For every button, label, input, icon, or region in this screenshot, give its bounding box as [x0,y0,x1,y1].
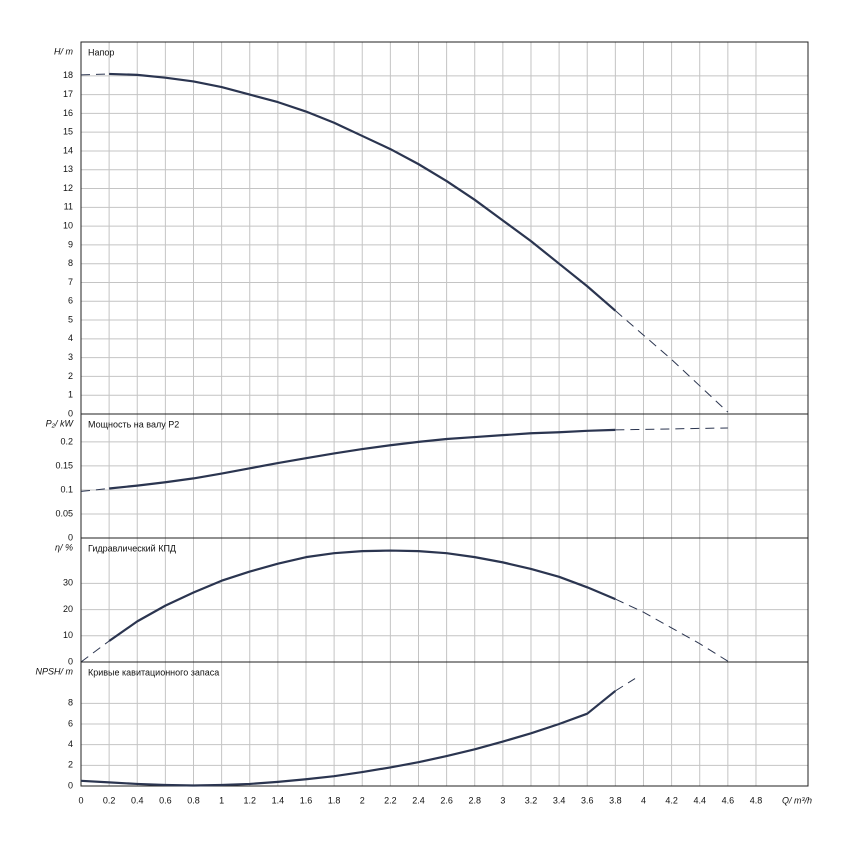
y-tick-label: 11 [64,202,73,212]
y-axis-label: η/ % [55,542,73,552]
y-tick-label: 6 [68,296,73,306]
x-tick-label: 0.6 [159,795,172,805]
y-axis-label: P₂/ kW [46,418,75,428]
y-tick-label: 6 [68,718,73,728]
y-tick-label: 2 [68,371,73,381]
x-tick-label: 3.4 [553,795,566,805]
x-tick-label: 2 [360,795,365,805]
x-tick-label: 3.6 [581,795,594,805]
x-tick-label: 4.8 [750,795,763,805]
y-tick-label: 10 [63,220,73,230]
y-tick-label: 8 [68,258,73,268]
y-tick-label: 18 [63,70,73,80]
x-tick-label: 4.6 [722,795,735,805]
x-tick-label: 3.2 [525,795,538,805]
y-tick-label: 0.05 [55,508,73,518]
y-tick-label: 0 [68,656,73,666]
x-tick-label: 4.2 [665,795,678,805]
y-tick-label: 0.15 [55,460,73,470]
y-tick-label: 20 [63,604,73,614]
y-tick-label: 17 [63,89,73,99]
panel-frame [80,661,809,787]
y-tick-label: 9 [68,239,73,249]
x-tick-label: 2.6 [440,795,453,805]
y-tick-label: 0.2 [60,436,73,446]
y-tick-label: 8 [68,698,73,708]
y-tick-label: 0 [68,408,73,418]
y-tick-label: 1 [68,390,73,400]
y-tick-label: 0.1 [60,484,73,494]
y-tick-label: 4 [68,333,73,343]
curve-extension [80,427,728,492]
y-tick-label: 0 [68,532,73,542]
y-tick-label: 0 [68,780,73,790]
x-tick-label: 0.8 [187,795,200,805]
y-tick-label: 30 [63,578,73,588]
y-tick-label: 13 [63,164,73,174]
x-tick-label: 4 [641,795,646,805]
curve [108,549,616,642]
y-axis-label: H/ m [54,46,74,56]
x-axis-label: Q/ m³/h [782,795,812,805]
curve-extension [80,73,729,413]
y-tick-label: 10 [63,630,73,640]
x-tick-label: 3 [500,795,505,805]
x-tick-label: 1.6 [300,795,313,805]
curve [80,690,617,787]
x-tick-label: 2.8 [468,795,481,805]
y-tick-label: 12 [63,183,73,193]
x-tick-label: 2.2 [384,795,397,805]
curve-extension [80,598,729,663]
x-tick-label: 1.4 [272,795,285,805]
curve [109,72,617,312]
y-tick-label: 14 [63,145,73,155]
y-tick-label: 4 [68,739,73,749]
y-tick-label: 16 [63,108,73,118]
x-tick-label: 1.8 [328,795,341,805]
y-tick-label: 5 [68,314,73,324]
y-axis-label: NPSH/ m [35,666,73,676]
x-tick-label: 0.4 [131,795,144,805]
x-tick-label: 1.2 [243,795,256,805]
x-tick-label: 3.8 [609,795,622,805]
y-tick-label: 2 [68,760,73,770]
y-tick-label: 15 [63,127,73,137]
x-tick-label: 1 [219,795,224,805]
x-tick-label: 0.2 [103,795,116,805]
x-tick-label: 2.4 [412,795,425,805]
x-tick-label: 4.4 [693,795,706,805]
panel-title: Напор [88,47,114,57]
curve [109,428,616,490]
curve-extension [615,678,636,692]
y-tick-label: 7 [68,277,73,287]
panel-title: Мощность на валу P2 [88,419,179,429]
panel-title: Кривые кавитационного запаса [88,667,219,677]
panel-title: Гидравлический КПД [88,543,176,553]
x-tick-label: 0 [78,795,83,805]
y-tick-label: 3 [68,352,73,362]
